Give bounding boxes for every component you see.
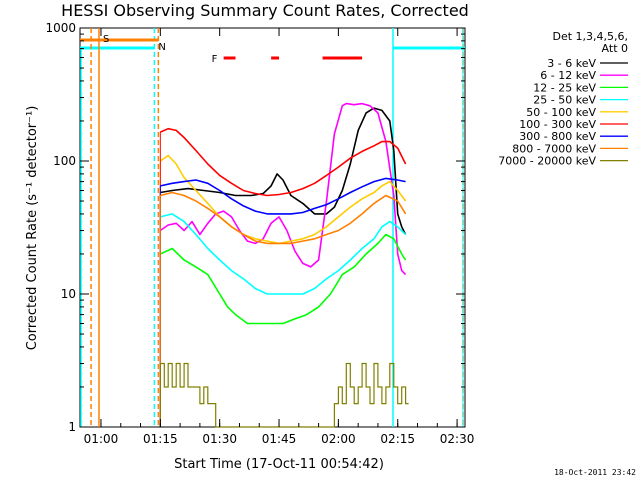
series-line-5 (159, 127, 407, 197)
legend-label: 7000 - 20000 keV (498, 155, 596, 168)
timestamp: 18-Oct-2011 23:42 (554, 468, 636, 477)
series-line-4 (159, 154, 407, 245)
y-axis-label: Corrected Count Rate (s⁻¹ detector⁻¹) (25, 106, 40, 351)
y-tick-label: 1000 (45, 21, 76, 35)
x-tick-label: 01:30 (202, 432, 237, 446)
legend-label: 800 - 7000 keV (512, 142, 596, 155)
x-tick-label: 01:15 (143, 432, 178, 446)
x-tick-label: 02:00 (321, 432, 356, 446)
series-group (159, 102, 409, 428)
series-line-8 (160, 362, 409, 428)
legend-label: 6 - 12 keV (540, 69, 596, 82)
x-tick-label: 02:15 (380, 432, 415, 446)
legend-label: 25 - 50 keV (533, 94, 596, 107)
plot-frame (79, 27, 466, 428)
chart-title: HESSI Observing Summary Count Rates, Cor… (61, 1, 469, 20)
legend-label: 50 - 100 keV (526, 106, 596, 119)
y-tick-label: 100 (53, 154, 76, 168)
state-bars: S N F (80, 28, 465, 427)
x-axis-label: Start Time (17-Oct-11 00:54:42) (174, 457, 384, 472)
legend-label: 300 - 800 keV (519, 130, 596, 143)
axis-ticks: 01:00 01:15 01:30 01:45 02:00 02:15 02:30 1 10 10… (45, 21, 474, 446)
y-tick-label: 10 (61, 287, 76, 301)
y-tick-label: 1 (68, 420, 76, 434)
series-line-2 (159, 233, 407, 325)
series-line-7 (160, 191, 407, 245)
night-label: N (158, 42, 165, 53)
legend-label: 3 - 6 keV (547, 57, 596, 70)
x-tick-label: 01:00 (84, 432, 119, 446)
series-line-6 (160, 177, 406, 215)
legend-title-line-1: Det 1,3,4,5,6, (552, 30, 628, 43)
legend-title-line-2: Att 0 (602, 42, 628, 55)
flare-label: F (212, 54, 218, 65)
x-tick-label: 02:30 (440, 432, 475, 446)
legend-label: 100 - 300 keV (519, 118, 596, 131)
saa-label: S (103, 34, 109, 45)
series-line-0 (160, 107, 407, 235)
legend-label: 12 - 25 keV (533, 81, 596, 94)
series-line-3 (160, 213, 407, 295)
x-tick-label: 01:45 (262, 432, 297, 446)
